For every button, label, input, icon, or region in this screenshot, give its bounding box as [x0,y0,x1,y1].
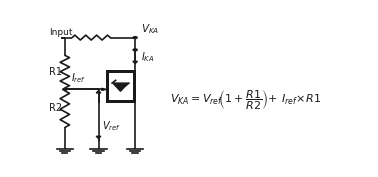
Text: Input: Input [49,28,72,37]
Polygon shape [113,83,128,91]
Circle shape [63,88,67,90]
Circle shape [133,49,137,51]
Polygon shape [133,61,138,64]
Text: $I_{KA}$: $I_{KA}$ [141,50,155,64]
Polygon shape [96,91,101,93]
Text: $V_{ref}$: $V_{ref}$ [102,119,121,133]
Text: R1: R1 [49,67,62,77]
Polygon shape [96,136,101,138]
Circle shape [133,37,137,39]
Text: R2: R2 [49,104,62,113]
Text: $I_{ref}$: $I_{ref}$ [71,71,86,85]
Text: $V_{KA} = V_{ref}\!\left(1 + \dfrac{R1}{R2}\right)\!+\,I_{ref}\!\times\! R1$: $V_{KA} = V_{ref}\!\left(1 + \dfrac{R1}{… [170,88,322,112]
Bar [107,71,134,101]
Text: $V_{KA}$: $V_{KA}$ [141,22,159,36]
Polygon shape [102,88,107,90]
